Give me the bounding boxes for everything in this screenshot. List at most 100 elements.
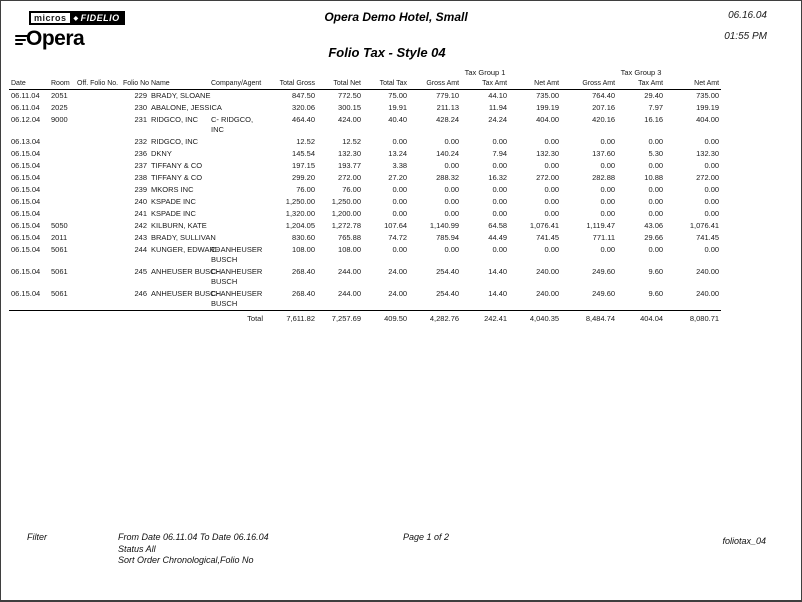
cell-tg1-net-amt: 735.00 [536, 91, 560, 100]
table-row: 06.15.04 5061 246 ANHEUSER BUSCH C- ANHEUSER… [9, 288, 721, 311]
cell-tg3-net-amt: 404.00 [696, 115, 720, 124]
cell-off-folio-no [75, 266, 121, 288]
cell-total-tax: 0.00 [392, 137, 408, 146]
cell-date: 06.12.04 [11, 115, 41, 124]
cell-tg1-net-amt: 0.00 [544, 197, 560, 206]
cell-tg3-tax-amt: 7.97 [648, 103, 664, 112]
cell-date: 06.15.04 [11, 221, 41, 230]
opera-logo-text: Opera [26, 27, 85, 50]
cell-company-agent [209, 148, 265, 160]
cell-total-net: 12.52 [342, 137, 361, 146]
cell-tg1-tax-amt: 24.24 [488, 115, 508, 124]
cell-room [49, 160, 75, 172]
cell-tg3-net-amt: 132.30 [696, 149, 720, 158]
cell-tg3-tax-amt: 43.06 [644, 221, 664, 230]
cell-name: KSPADE INC [151, 209, 196, 218]
cell-total-gross: 76.00 [296, 185, 315, 194]
cell-tg3-gross-amt: 0.00 [600, 137, 616, 146]
cell-company-agent [209, 160, 265, 172]
cell-date: 06.15.04 [11, 197, 41, 206]
cell-tg1-tax-amt: 11.94 [488, 103, 508, 112]
cell-room: 2011 [51, 233, 68, 242]
cell-total-gross: 847.50 [292, 91, 315, 100]
cell-company-agent [209, 136, 265, 148]
cell-off-folio-no [75, 220, 121, 232]
total-tg1-tax-amt: 242.41 [461, 310, 510, 325]
cell-off-folio-no [75, 232, 121, 244]
opera-swoosh-icon [15, 35, 29, 45]
cell-tg3-net-amt: 240.00 [696, 289, 720, 298]
page-number: Page 1 of 2 [402, 532, 450, 542]
column-header-row: Date Room Off. Folio No. Folio No Name C… [9, 79, 722, 90]
cell-folio-no: 232 [134, 137, 147, 146]
cell-total-gross: 299.20 [292, 173, 315, 182]
cell-tg3-gross-amt: 249.60 [592, 267, 616, 276]
cell-total-gross: 830.60 [292, 233, 315, 242]
cell-tg1-gross-amt: 779.10 [436, 91, 460, 100]
table-row: 06.15.04 5050 242 KILBURN, KATE 1,204.05 1,27… [9, 220, 721, 232]
cell-off-folio-no [75, 172, 121, 184]
cell-tg1-gross-amt: 254.40 [436, 267, 460, 276]
cell-tg3-net-amt: 0.00 [704, 245, 720, 254]
cell-date: 06.11.04 [11, 103, 40, 112]
cell-name: ANHEUSER BUSCH [151, 289, 222, 298]
cell-off-folio-no [75, 102, 121, 114]
cell-off-folio-no [75, 244, 121, 266]
report-date: 06.16.04 [728, 10, 767, 21]
filter-status: Status All [118, 543, 156, 554]
cell-tg3-gross-amt: 207.16 [592, 103, 616, 112]
cell-name: DKNY [151, 149, 172, 158]
cell-tg3-gross-amt: 0.00 [600, 209, 616, 218]
total-tg3-net-amt: 8,080.71 [665, 310, 722, 325]
col-header-tg3-tax-amt: Tax Amt [617, 79, 666, 90]
cell-tg3-gross-amt: 1,119.47 [586, 221, 616, 230]
cell-name: BRADY, SULLIVAN [151, 233, 216, 242]
cell-tg1-gross-amt: 785.94 [436, 233, 460, 242]
cell-tg3-tax-amt: 29.40 [644, 91, 664, 100]
cell-company-agent [209, 220, 265, 232]
col-header-off-folio-no: Off. Folio No. [75, 79, 121, 90]
col-header-date: Date [9, 79, 49, 90]
tax-group-header-row: Tax Group 1 Tax Group 3 [9, 67, 721, 79]
cell-total-tax: 24.00 [388, 267, 408, 276]
cell-tg1-tax-amt: 0.00 [492, 137, 508, 146]
cell-name: ANHEUSER BUSCH [151, 267, 222, 276]
total-tg3-tax-amt: 404.04 [617, 310, 666, 325]
cell-total-net: 272.00 [338, 173, 361, 182]
cell-room: 5061 [51, 289, 68, 298]
cell-company-agent: C- ANHEUSER BUSCH [211, 267, 263, 286]
cell-date: 06.15.04 [11, 209, 41, 218]
cell-total-net: 424.00 [338, 115, 361, 124]
filter-lines: From Date 06.11.04 To Date 06.16.04 Stat… [118, 532, 269, 567]
cell-total-tax: 3.38 [392, 161, 408, 170]
cell-tg1-net-amt: 199.19 [536, 103, 560, 112]
cell-tg1-net-amt: 0.00 [544, 137, 560, 146]
cell-date: 06.13.04 [11, 137, 41, 146]
fidelio-diamond-icon: ◆ [73, 15, 79, 22]
cell-room: 5061 [51, 267, 68, 276]
cell-off-folio-no [75, 196, 121, 208]
cell-tg1-net-amt: 404.00 [536, 115, 560, 124]
cell-name: MKORS INC [151, 185, 194, 194]
cell-date: 06.15.04 [11, 289, 41, 298]
cell-total-tax: 24.00 [388, 289, 408, 298]
cell-company-agent: C- ANHEUSER BUSCH [211, 289, 263, 308]
total-row-spacer [9, 310, 209, 325]
cell-total-gross: 1,250.00 [285, 197, 315, 206]
cell-total-net: 1,272.78 [331, 221, 361, 230]
cell-tg3-net-amt: 1,076.41 [689, 221, 720, 230]
cell-total-net: 772.50 [338, 91, 361, 100]
col-header-tg3-net-amt: Net Amt [665, 79, 722, 90]
report-time: 01:55 PM [724, 31, 767, 42]
cell-total-tax: 27.20 [388, 173, 408, 182]
table-row: 06.15.04 238 TIFFANY & CO 299.20 272.00 27.20… [9, 172, 721, 184]
tax-group-1-header: Tax Group 1 [464, 68, 506, 77]
cell-total-gross: 1,320.00 [285, 209, 315, 218]
cell-tg3-net-amt: 0.00 [704, 209, 720, 218]
cell-total-tax: 0.00 [392, 197, 408, 206]
cell-total-tax: 40.40 [388, 115, 408, 124]
cell-room: 2025 [51, 103, 68, 112]
cell-tg3-gross-amt: 0.00 [600, 197, 616, 206]
cell-tg1-tax-amt: 0.00 [492, 185, 508, 194]
cell-tg3-tax-amt: 0.00 [648, 185, 664, 194]
